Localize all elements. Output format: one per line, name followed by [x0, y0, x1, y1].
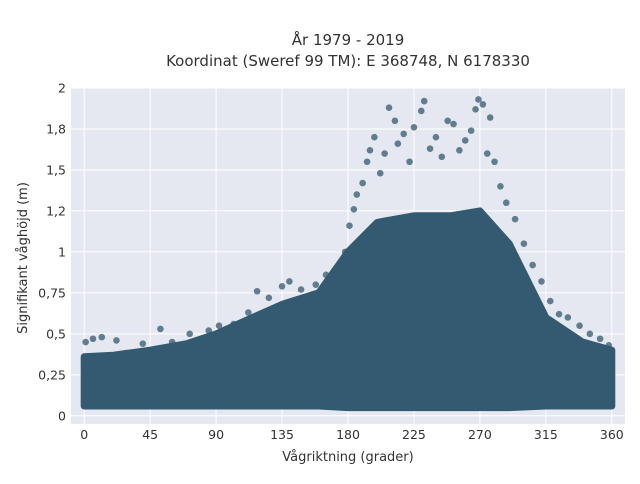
x-tick-label: 180	[336, 427, 360, 442]
y-tick-label: 0,25	[38, 367, 66, 382]
data-point	[286, 278, 293, 285]
data-point	[467, 127, 475, 134]
y-axis-ticks: 0 0,25 0,5 0,75 1 1,2 1,5 1,8 2	[38, 81, 66, 424]
data-point	[406, 158, 413, 166]
data-point	[157, 325, 164, 333]
data-point	[205, 327, 213, 334]
x-tick-label: 45	[142, 427, 158, 442]
y-tick-label: 1,2	[46, 203, 66, 218]
x-tick-label: 225	[402, 427, 426, 442]
y-tick-label: 2	[58, 81, 66, 96]
data-point	[113, 337, 120, 344]
data-point	[605, 342, 613, 349]
data-point	[381, 150, 388, 157]
data-point	[586, 330, 594, 338]
data-point	[479, 101, 487, 108]
data-point	[89, 335, 97, 343]
data-point	[420, 97, 428, 105]
y-tick-label: 0	[58, 408, 66, 423]
data-point	[312, 281, 320, 288]
data-point	[400, 130, 407, 138]
data-point	[596, 335, 604, 343]
data-point	[350, 205, 358, 213]
data-point	[461, 137, 469, 144]
data-point	[497, 183, 504, 190]
data-point	[511, 215, 519, 223]
data-point	[215, 322, 223, 329]
data-point	[245, 309, 252, 316]
data-point	[450, 120, 457, 128]
data-point	[265, 294, 273, 302]
data-point	[376, 169, 384, 177]
x-axis-ticks: 0 45 90 135 180 225 270 315 360	[80, 427, 624, 442]
data-point	[366, 146, 374, 154]
data-point	[363, 158, 371, 166]
dense-point-cloud	[80, 207, 616, 412]
data-point	[475, 96, 482, 103]
data-point	[456, 146, 463, 154]
data-point	[359, 179, 366, 187]
y-tick-label: 1,5	[46, 162, 66, 177]
data-point	[322, 271, 330, 279]
data-point	[483, 150, 491, 157]
data-point	[555, 310, 563, 318]
data-point	[426, 145, 434, 152]
data-point	[417, 107, 425, 115]
x-axis-label: Vågriktning (grader)	[282, 450, 413, 465]
data-point	[186, 330, 194, 338]
x-tick-label: 360	[600, 427, 624, 442]
data-point	[82, 338, 89, 346]
data-point	[371, 133, 378, 141]
x-tick-label: 135	[270, 427, 294, 442]
data-point	[410, 124, 418, 131]
x-tick-label: 0	[80, 427, 88, 442]
x-tick-label: 270	[468, 427, 492, 442]
y-axis-label: Signifikant våghöjd (m)	[16, 182, 31, 334]
data-point	[391, 117, 399, 125]
data-point	[529, 261, 536, 269]
data-point	[253, 287, 261, 295]
data-point	[520, 240, 528, 248]
data-points	[80, 96, 616, 412]
data-point	[98, 333, 106, 341]
y-tick-label: 0,5	[46, 326, 66, 341]
data-point	[538, 278, 545, 285]
data-point	[486, 114, 494, 121]
data-point	[438, 153, 446, 161]
data-point	[564, 314, 572, 321]
y-tick-label: 1	[58, 244, 66, 259]
chart-title: År 1979 - 2019	[292, 30, 405, 49]
data-point	[444, 117, 451, 125]
data-point	[502, 199, 510, 207]
y-tick-label: 1,8	[46, 121, 66, 136]
data-point	[168, 338, 176, 346]
data-point	[346, 222, 353, 229]
data-point	[432, 133, 440, 141]
y-tick-label: 0,75	[38, 285, 66, 300]
data-point	[394, 140, 402, 148]
chart-subtitle: Koordinat (Sweref 99 TM): E 368748, N 61…	[166, 52, 530, 70]
x-tick-label: 315	[534, 427, 558, 442]
data-point	[139, 340, 147, 347]
data-point	[332, 268, 340, 275]
data-point	[491, 158, 498, 166]
data-point	[353, 191, 361, 198]
data-point	[472, 106, 479, 113]
data-point	[576, 322, 583, 329]
data-point	[546, 297, 554, 305]
data-point	[278, 283, 286, 290]
data-point	[385, 104, 393, 111]
data-point	[230, 320, 237, 328]
data-point	[341, 248, 349, 256]
data-point	[297, 286, 305, 293]
x-tick-label: 90	[208, 427, 224, 442]
